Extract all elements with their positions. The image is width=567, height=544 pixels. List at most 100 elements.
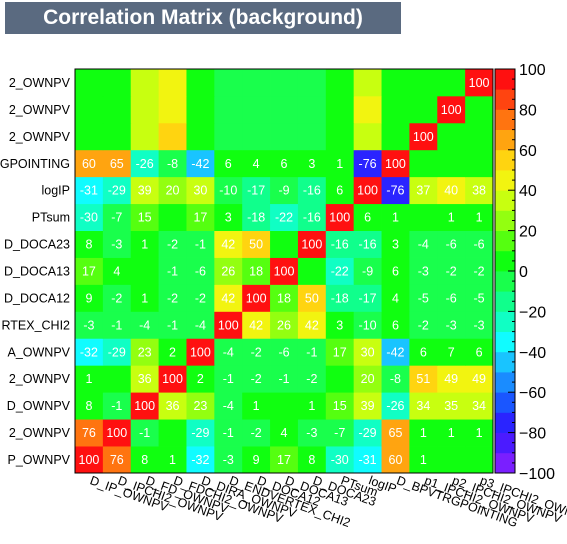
cell-value-label: 42	[221, 291, 235, 305]
heatmap-cell	[465, 365, 494, 393]
cell-value-label: 42	[221, 238, 235, 252]
row-label: D_DOCA23	[4, 238, 70, 252]
cell-value-label: 1	[448, 426, 455, 440]
cell-value-label: -8	[390, 372, 401, 386]
heatmap-cell	[465, 69, 494, 97]
heatmap-cell	[130, 365, 159, 393]
cell-value-label: -1	[139, 426, 150, 440]
heatmap-cell	[381, 446, 410, 474]
colorbar-bin	[495, 250, 515, 272]
heatmap-cell	[381, 284, 410, 312]
heatmap-cell	[325, 311, 355, 339]
row-label: P_OWNPV	[7, 453, 70, 467]
colorbar-bin	[495, 109, 515, 130]
cell-value-label: -4	[139, 318, 150, 332]
cell-value-label: 2	[169, 345, 176, 359]
heatmap-cell	[214, 257, 243, 285]
row-label: 2_OWNPV	[9, 76, 71, 90]
heatmap-cell	[437, 149, 466, 178]
heatmap-cell	[186, 149, 215, 178]
colorbar-bin	[495, 149, 515, 171]
cell-value-label: -31	[80, 184, 98, 198]
heatmap-cell	[353, 392, 382, 420]
heatmap-cell	[270, 230, 299, 258]
row-label: D_DOCA13	[4, 265, 70, 279]
heatmap-cell	[409, 338, 438, 366]
cell-value-label: -4	[223, 399, 234, 413]
cell-value-label: -2	[251, 345, 262, 359]
heatmap-cell	[325, 446, 355, 474]
chart-title: Correlation Matrix (background)	[43, 6, 363, 29]
heatmap-cell	[130, 284, 159, 312]
heatmap-cell	[297, 257, 327, 285]
heatmap-cell	[186, 69, 215, 97]
heatmap-cell	[325, 365, 355, 393]
row-label: 2_OWNPV	[9, 426, 71, 440]
cell-value-label: 100	[329, 211, 350, 225]
cell-value-label: -10	[219, 184, 237, 198]
heatmap-cell	[130, 392, 159, 420]
heatmap-cell	[409, 230, 438, 258]
cell-value-label: -42	[386, 345, 404, 359]
heatmap-cell	[102, 176, 132, 205]
heatmap-cell	[381, 69, 410, 97]
heatmap-cell	[75, 122, 104, 151]
heatmap-cell	[297, 365, 327, 393]
cell-value-label: 65	[110, 157, 124, 171]
row-label: A_OWNPV	[7, 345, 70, 359]
cell-value-label: -2	[474, 265, 485, 279]
cell-value-label: 23	[193, 399, 207, 413]
cell-value-label: -2	[251, 372, 262, 386]
heatmap-cell	[158, 95, 187, 124]
heatmap-cell	[102, 338, 132, 366]
cell-value-label: -29	[108, 345, 126, 359]
cell-value-label: 42	[305, 318, 319, 332]
row-label: logIP	[42, 184, 71, 198]
cell-value-label: -18	[331, 291, 349, 305]
cell-value-label: 50	[305, 291, 319, 305]
cell-value-label: -1	[111, 399, 122, 413]
row-label: 2_OWNPV	[9, 372, 71, 386]
cell-value-label: 8	[308, 453, 315, 467]
heatmap-cell	[409, 365, 438, 393]
heatmap-cell	[381, 149, 410, 178]
cell-value-label: 30	[361, 345, 375, 359]
heatmap-cell	[353, 230, 382, 258]
heatmap-cell	[130, 257, 159, 285]
cell-value-label: 17	[193, 211, 207, 225]
row-label: RTEX_CHI2	[1, 318, 70, 332]
heatmap-cell	[270, 338, 299, 366]
heatmap-cell	[297, 95, 327, 124]
colorbar-bin	[495, 311, 515, 332]
heatmap-cell	[465, 446, 494, 474]
cell-value-label: -3	[474, 318, 485, 332]
heatmap-cell	[437, 257, 466, 285]
heatmap-cell	[214, 95, 243, 124]
heatmap-cell	[214, 419, 243, 447]
cell-value-label: 42	[249, 318, 263, 332]
heatmap-cell	[465, 284, 494, 312]
cell-value-label: -22	[331, 265, 349, 279]
heatmap-cell	[437, 176, 466, 205]
cell-value-label: 18	[277, 291, 291, 305]
heatmap-cell	[353, 176, 382, 205]
cell-value-label: -1	[167, 265, 178, 279]
cell-value-label: -29	[191, 426, 209, 440]
colorbar-tick-label: 0	[519, 264, 528, 281]
cell-value-label: 100	[469, 76, 490, 90]
colorbar-bin	[495, 190, 515, 211]
cell-value-label: 36	[166, 399, 180, 413]
cell-value-label: 100	[413, 130, 434, 144]
cell-value-label: 6	[392, 318, 399, 332]
heatmap-cell	[353, 446, 382, 474]
heatmap-cell	[75, 446, 104, 474]
heatmap-cell	[130, 95, 159, 124]
cell-value-label: 100	[79, 453, 100, 467]
colorbar-tick-label: 60	[519, 143, 537, 160]
heatmap-cell	[242, 338, 271, 366]
heatmap-cell	[409, 176, 438, 205]
cell-value-label: 1	[85, 372, 92, 386]
cell-value-label: 9	[85, 291, 92, 305]
heatmap-cell	[186, 95, 215, 124]
cell-value-label: 49	[444, 372, 458, 386]
